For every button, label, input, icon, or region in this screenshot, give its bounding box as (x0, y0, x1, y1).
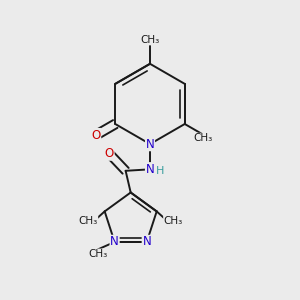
Text: CH₃: CH₃ (193, 134, 213, 143)
Text: CH₃: CH₃ (78, 216, 98, 226)
Text: O: O (105, 147, 114, 160)
Text: H: H (156, 166, 164, 176)
Text: N: N (142, 236, 151, 248)
Text: N: N (146, 138, 154, 151)
Text: N: N (110, 236, 119, 248)
Text: O: O (91, 129, 101, 142)
Text: CH₃: CH₃ (140, 35, 160, 45)
Text: CH₃: CH₃ (164, 216, 183, 226)
Text: N: N (146, 163, 154, 176)
Text: CH₃: CH₃ (88, 249, 107, 259)
